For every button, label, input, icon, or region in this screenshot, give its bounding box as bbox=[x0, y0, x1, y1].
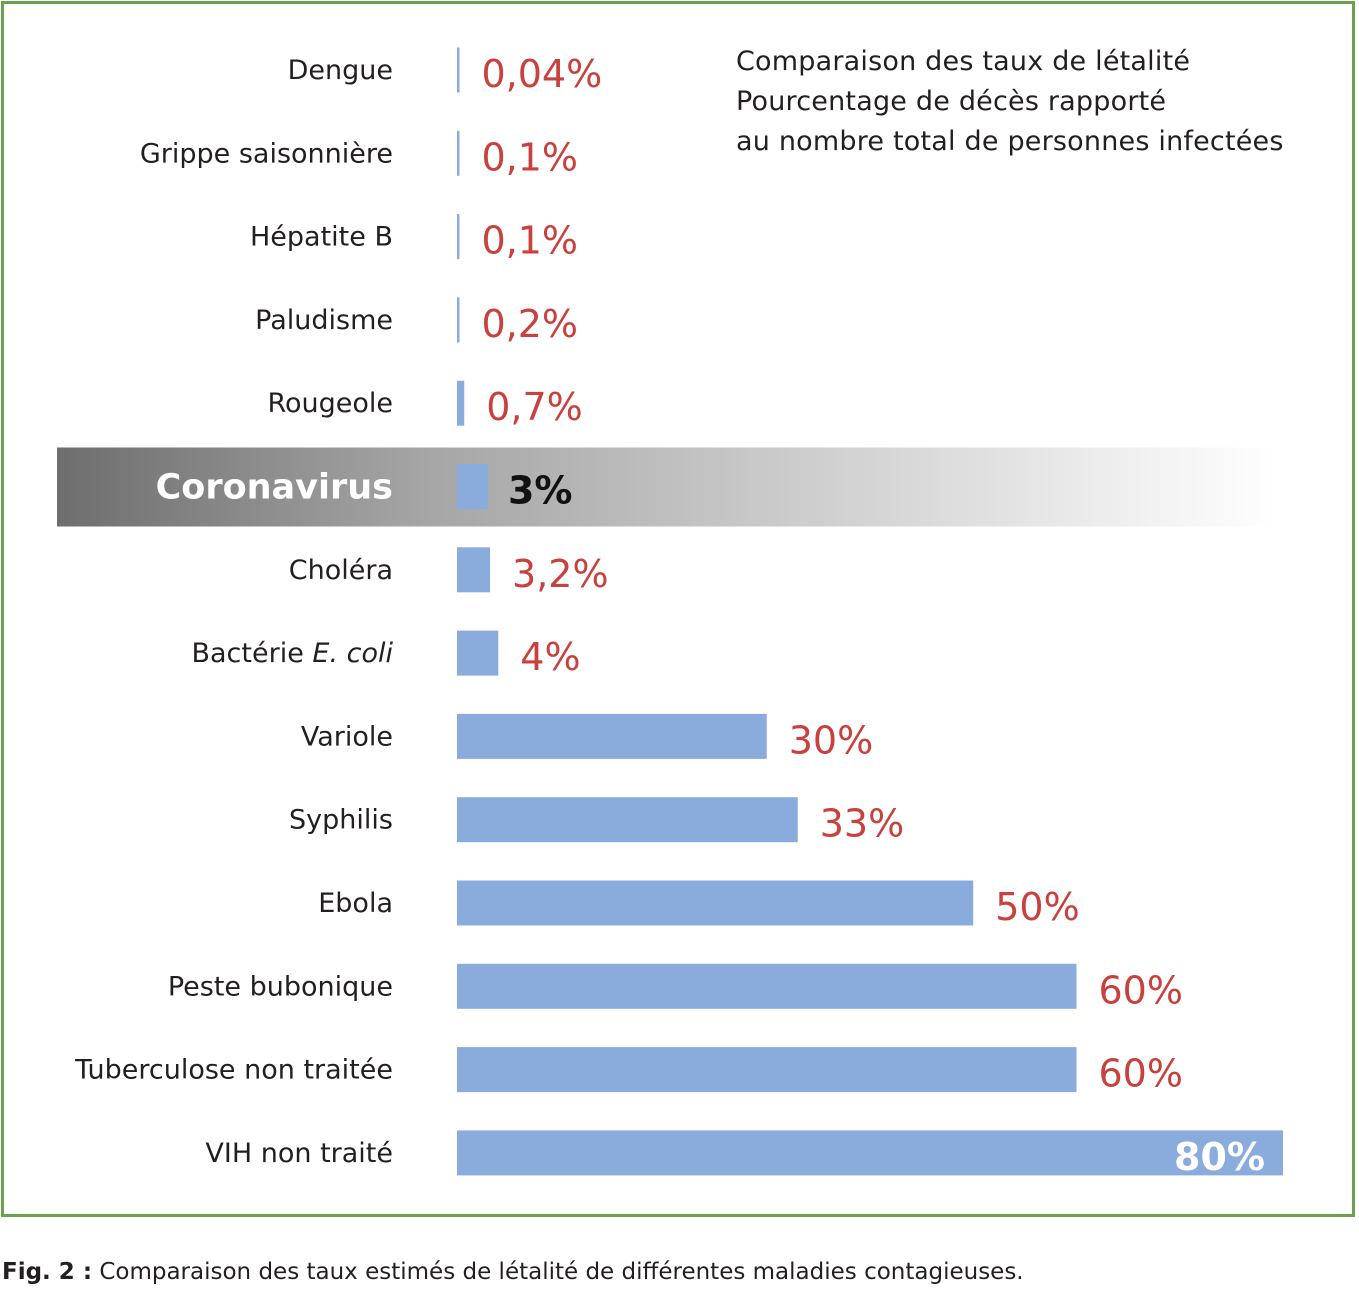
category-label-tuberculose-non-traitee: Tuberculose non traitée bbox=[74, 1055, 393, 1086]
value-label-peste-bubonique: 60% bbox=[1099, 968, 1183, 1012]
category-label-ebola: Ebola bbox=[318, 888, 393, 919]
category-label-bacterie-e-coli: Bactérie E. coli bbox=[191, 638, 393, 669]
bar-vih-non-traite bbox=[457, 1130, 1283, 1176]
category-label-variole: Variole bbox=[301, 721, 393, 752]
category-label-grippe-saisonniere: Grippe saisonnière bbox=[140, 138, 393, 169]
value-label-coronavirus: 3% bbox=[508, 469, 573, 513]
bar-bacterie-e-coli bbox=[457, 630, 499, 676]
figure-caption-prefix: Fig. 2 : bbox=[2, 1259, 93, 1285]
value-label-syphilis: 33% bbox=[820, 802, 904, 846]
bar-hepatite-b bbox=[457, 214, 460, 260]
category-label-hepatite-b: Hépatite B bbox=[250, 222, 393, 253]
category-label-paludisme: Paludisme bbox=[255, 305, 393, 336]
value-label-variole: 30% bbox=[789, 718, 873, 762]
highlight-band bbox=[57, 447, 1277, 527]
category-label-cholera: Choléra bbox=[289, 555, 393, 586]
bar-ebola bbox=[457, 880, 974, 926]
category-label-syphilis: Syphilis bbox=[289, 805, 393, 836]
chart-title-line-2: Pourcentage de décès rapporté bbox=[736, 86, 1167, 117]
value-label-rougeole: 0,7% bbox=[486, 385, 583, 429]
value-label-bacterie-e-coli: 4% bbox=[520, 635, 580, 679]
value-label-paludisme: 0,2% bbox=[482, 302, 579, 346]
category-label-coronavirus: Coronavirus bbox=[156, 468, 393, 508]
bar-variole bbox=[457, 713, 767, 759]
bar-cholera bbox=[457, 547, 491, 593]
bar-grippe-saisonniere bbox=[457, 130, 460, 176]
value-label-ebola: 50% bbox=[995, 885, 1079, 929]
bar-dengue bbox=[457, 47, 460, 93]
category-label-rougeole: Rougeole bbox=[267, 388, 393, 419]
chart-title-line-1: Comparaison des taux de létalité bbox=[736, 46, 1191, 77]
value-label-vih-non-traite: 80% bbox=[1174, 1135, 1265, 1179]
category-label-peste-bubonique: Peste bubonique bbox=[168, 971, 393, 1002]
value-label-grippe-saisonniere: 0,1% bbox=[482, 135, 579, 179]
bar-syphilis bbox=[457, 797, 798, 843]
value-label-dengue: 0,04% bbox=[482, 52, 603, 96]
value-label-cholera: 3,2% bbox=[512, 552, 609, 596]
bar-coronavirus bbox=[457, 464, 488, 509]
value-label-tuberculose-non-traitee: 60% bbox=[1099, 1052, 1183, 1096]
figure-caption-text: Comparaison des taux estimés de létalité… bbox=[92, 1259, 1024, 1285]
category-label-dengue: Dengue bbox=[288, 55, 393, 86]
bar-peste-bubonique bbox=[457, 963, 1077, 1009]
value-label-hepatite-b: 0,1% bbox=[482, 219, 579, 263]
bar-tuberculose-non-traitee bbox=[457, 1047, 1077, 1093]
bar-rougeole bbox=[457, 380, 465, 426]
chart-title: Comparaison des taux de létalité Pourcen… bbox=[736, 42, 1284, 162]
figure-caption: Fig. 2 : Comparaison des taux estimés de… bbox=[2, 1259, 1024, 1285]
chart-frame bbox=[1, 1, 1355, 1217]
category-label-vih-non-traite: VIH non traité bbox=[205, 1138, 393, 1169]
chart-title-line-3: au nombre total de personnes infectées bbox=[736, 126, 1284, 157]
bar-paludisme bbox=[457, 297, 460, 343]
bar-chart: Dengue 0,04% Grippe saisonnière 0,1% Hépatit… bbox=[57, 47, 1283, 1179]
